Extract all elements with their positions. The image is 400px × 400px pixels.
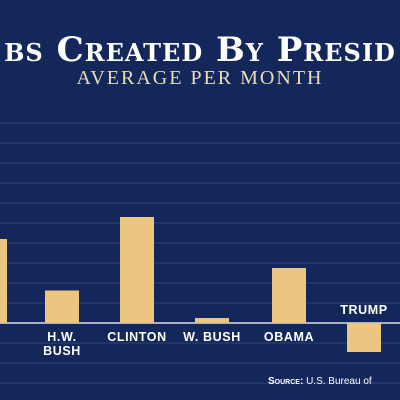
bar-w-bush (195, 318, 229, 323)
source-text: U.S. Bureau of (306, 376, 372, 387)
chart-title: bs Created By Presid (4, 30, 396, 70)
bar-trump (347, 323, 381, 352)
source-label: Source: (268, 376, 304, 387)
bar-clinton (120, 217, 154, 323)
chart-subtitle: AVERAGE PER MONTH (76, 67, 324, 89)
bar-h-w-bush (45, 290, 79, 323)
bar-an (0, 239, 7, 323)
category-label: H.W. BUSH (43, 330, 81, 358)
gridlines (0, 122, 400, 384)
category-label: W. BUSH (183, 330, 241, 344)
bars (0, 217, 381, 352)
bar-obama (272, 268, 306, 323)
source-note: Source: U.S. Bureau of (268, 376, 400, 387)
category-label: CLINTON (107, 330, 167, 344)
category-label: OBAMA (264, 330, 314, 344)
category-label: TRUMP (340, 303, 387, 317)
